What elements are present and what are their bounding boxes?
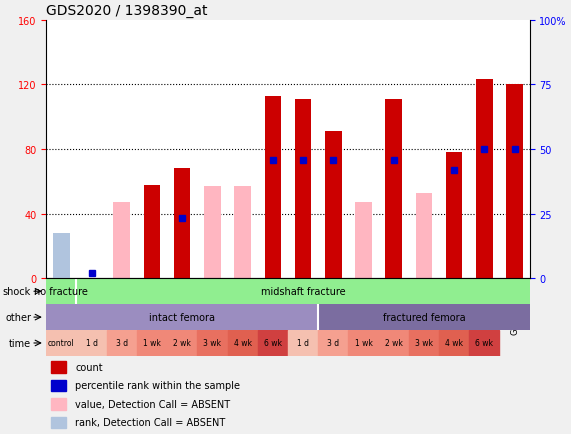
Text: 3 wk: 3 wk xyxy=(203,339,222,348)
Text: 3 d: 3 d xyxy=(327,339,339,348)
Bar xyxy=(167,330,198,356)
Text: percentile rank within the sample: percentile rank within the sample xyxy=(75,381,240,391)
Bar xyxy=(204,187,221,279)
Text: 1 d: 1 d xyxy=(86,339,98,348)
Text: 1 wk: 1 wk xyxy=(143,339,161,348)
Text: 1 wk: 1 wk xyxy=(355,339,372,348)
Bar xyxy=(53,233,70,279)
Bar xyxy=(469,330,500,356)
Bar xyxy=(46,279,77,305)
Text: count: count xyxy=(75,362,103,372)
Bar xyxy=(114,203,130,279)
Bar xyxy=(264,96,281,279)
Bar xyxy=(288,330,318,356)
Bar xyxy=(379,330,409,356)
Bar xyxy=(46,330,77,356)
Bar xyxy=(107,330,137,356)
Text: 4 wk: 4 wk xyxy=(234,339,252,348)
Bar xyxy=(227,330,258,356)
Text: shock: shock xyxy=(3,286,31,296)
Bar xyxy=(51,398,66,410)
Text: other: other xyxy=(5,312,31,322)
Bar xyxy=(174,169,191,279)
Bar xyxy=(409,330,439,356)
Bar xyxy=(198,330,227,356)
Bar xyxy=(234,187,251,279)
Text: control: control xyxy=(48,339,75,348)
Text: time: time xyxy=(9,338,31,348)
Text: intact femora: intact femora xyxy=(149,312,215,322)
Text: midshaft fracture: midshaft fracture xyxy=(261,286,345,296)
Text: 1 d: 1 d xyxy=(297,339,309,348)
Text: rank, Detection Call = ABSENT: rank, Detection Call = ABSENT xyxy=(75,418,226,427)
Bar xyxy=(144,185,160,279)
Bar xyxy=(295,99,311,279)
Text: 3 wk: 3 wk xyxy=(415,339,433,348)
Bar xyxy=(53,251,70,279)
Text: 6 wk: 6 wk xyxy=(475,339,493,348)
Text: 2 wk: 2 wk xyxy=(385,339,403,348)
Bar xyxy=(51,380,66,391)
Bar xyxy=(51,417,66,428)
Bar xyxy=(348,330,379,356)
Text: no fracture: no fracture xyxy=(34,286,89,296)
Bar xyxy=(318,305,530,330)
Bar xyxy=(446,153,463,279)
Text: 6 wk: 6 wk xyxy=(264,339,282,348)
Bar xyxy=(506,85,523,279)
Bar xyxy=(258,330,288,356)
Bar xyxy=(318,330,348,356)
Text: 2 wk: 2 wk xyxy=(173,339,191,348)
Bar xyxy=(46,305,318,330)
Text: value, Detection Call = ABSENT: value, Detection Call = ABSENT xyxy=(75,399,230,409)
Text: GDS2020 / 1398390_at: GDS2020 / 1398390_at xyxy=(46,4,208,18)
Bar xyxy=(137,330,167,356)
Bar xyxy=(476,80,493,279)
Bar xyxy=(416,193,432,279)
Text: 3 d: 3 d xyxy=(116,339,128,348)
Bar xyxy=(439,330,469,356)
Text: fractured femora: fractured femora xyxy=(383,312,465,322)
Text: 4 wk: 4 wk xyxy=(445,339,463,348)
Bar xyxy=(355,203,372,279)
Bar xyxy=(77,330,107,356)
Bar xyxy=(385,99,402,279)
Bar xyxy=(325,132,341,279)
Bar xyxy=(51,361,66,373)
